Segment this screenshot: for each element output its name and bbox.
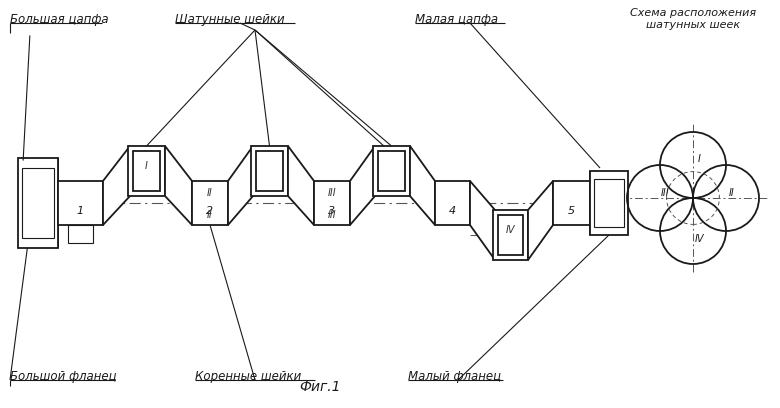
Text: Схема расположения: Схема расположения xyxy=(630,8,756,18)
Text: III: III xyxy=(328,188,336,198)
Bar xyxy=(133,151,160,191)
Text: Малая цапфа: Малая цапфа xyxy=(415,13,498,26)
Text: IV: IV xyxy=(505,225,516,235)
Bar xyxy=(58,181,103,225)
Bar xyxy=(256,151,283,191)
Text: I: I xyxy=(697,154,700,164)
Bar xyxy=(373,146,410,196)
Text: шатунных шеек: шатунных шеек xyxy=(646,20,740,30)
Text: Фиг.1: Фиг.1 xyxy=(300,380,341,394)
Text: Большая цапфа: Большая цапфа xyxy=(10,13,108,26)
Bar xyxy=(128,146,165,196)
Text: Большой фланец: Большой фланец xyxy=(10,370,117,383)
Polygon shape xyxy=(165,146,192,225)
Bar xyxy=(435,181,470,225)
Text: Малый фланец: Малый фланец xyxy=(408,370,501,383)
Text: III: III xyxy=(661,188,669,198)
Bar xyxy=(378,151,405,191)
Text: 4: 4 xyxy=(449,206,456,216)
Polygon shape xyxy=(228,146,253,225)
Bar xyxy=(590,171,628,235)
Text: 2: 2 xyxy=(207,206,214,216)
Text: III: III xyxy=(328,210,336,220)
Bar xyxy=(594,179,624,227)
Bar xyxy=(192,181,228,225)
Bar xyxy=(68,225,93,243)
Text: 5: 5 xyxy=(568,206,575,216)
Bar xyxy=(553,181,590,225)
Bar xyxy=(18,158,58,248)
Text: IV: IV xyxy=(694,234,704,244)
Text: Коренные шейки: Коренные шейки xyxy=(195,370,301,383)
Text: II: II xyxy=(207,188,213,198)
Polygon shape xyxy=(528,181,553,260)
Polygon shape xyxy=(103,146,130,225)
Text: II: II xyxy=(207,210,213,220)
Bar xyxy=(314,181,350,225)
Polygon shape xyxy=(410,146,435,225)
Bar xyxy=(251,146,288,196)
Text: 1: 1 xyxy=(77,206,84,216)
Polygon shape xyxy=(288,146,314,225)
Polygon shape xyxy=(470,181,495,260)
Bar xyxy=(498,215,523,255)
Bar xyxy=(493,210,528,260)
Text: II: II xyxy=(729,188,735,198)
Text: I: I xyxy=(145,161,148,171)
Polygon shape xyxy=(350,146,375,225)
Bar xyxy=(22,168,54,238)
Text: Шатунные шейки: Шатунные шейки xyxy=(175,13,285,26)
Text: 3: 3 xyxy=(328,206,335,216)
